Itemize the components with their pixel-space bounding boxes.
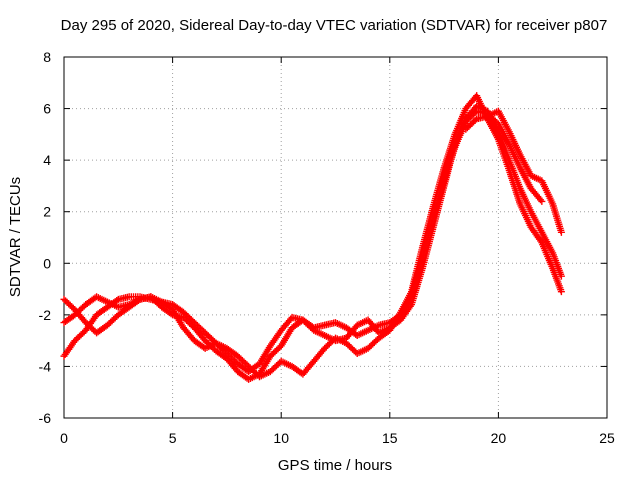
y-tick-label: 2	[43, 204, 51, 220]
data-point	[557, 288, 565, 296]
y-tick-label: -6	[39, 410, 52, 426]
y-tick-label: 4	[43, 152, 51, 168]
data-point	[536, 196, 544, 204]
data-point	[287, 315, 295, 323]
x-tick-label: 15	[382, 430, 398, 446]
y-tick-label: 6	[43, 101, 51, 117]
axis-ticks	[63, 56, 608, 419]
y-tick-label: 8	[43, 49, 51, 65]
chart-title: Day 295 of 2020, Sidereal Day-to-day VTE…	[61, 17, 608, 34]
plot-area	[60, 56, 608, 419]
data-point	[134, 296, 142, 304]
y-axis-label: SDTVAR / TECUs	[7, 177, 24, 297]
x-tick-label: 25	[599, 430, 615, 446]
series-track-1	[60, 107, 546, 376]
grid-lines	[64, 57, 607, 418]
data-points	[60, 92, 565, 383]
y-tick-label: -2	[39, 307, 52, 323]
series-track-3	[60, 92, 565, 381]
y-tick-labels: -6 -4 -2 0 2 4 6 8	[39, 49, 52, 426]
x-tick-label: 10	[273, 430, 289, 446]
y-tick-label: 0	[43, 255, 51, 271]
series-track-2	[60, 102, 565, 383]
data-point	[557, 228, 565, 236]
plot-frame	[63, 56, 608, 419]
data-point	[538, 197, 546, 205]
x-tick-label: 5	[169, 430, 177, 446]
y-tick-label: -4	[39, 358, 52, 374]
x-axis-label: GPS time / hours	[278, 457, 392, 474]
x-tick-labels: 0 5 10 15 20 25	[60, 430, 615, 446]
x-tick-label: 0	[60, 430, 68, 446]
series-track-4	[462, 107, 565, 236]
x-tick-label: 20	[491, 430, 507, 446]
